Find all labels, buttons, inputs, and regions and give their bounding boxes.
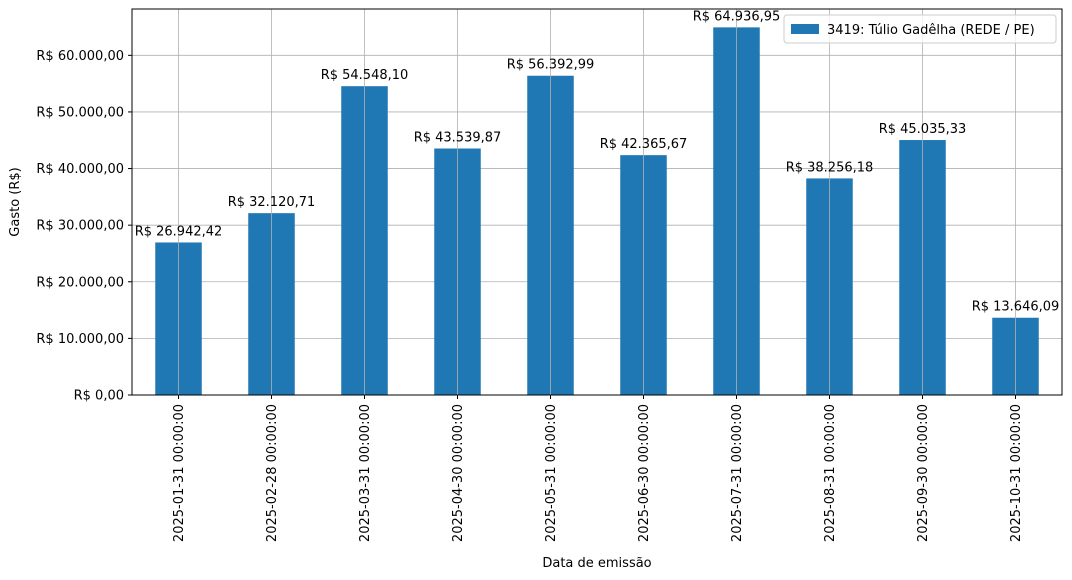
x-tick-label: 2025-03-31 00:00:00 <box>358 404 373 542</box>
x-tick-label: 2025-07-31 00:00:00 <box>730 404 745 542</box>
x-axis-title: Data de emissão <box>542 556 651 571</box>
data-label: R$ 26.942,42 <box>135 224 223 239</box>
data-label: R$ 45.035,33 <box>879 122 967 137</box>
data-label: R$ 64.936,95 <box>693 9 781 24</box>
x-axis: 2025-01-31 00:00:00 2025-02-28 00:00:00 20… <box>172 395 1024 542</box>
y-axis-title: Gasto (R$) <box>8 167 23 236</box>
data-labels: R$ 26.942,42 R$ 32.120,71 R$ 54.548,10 R$ 4… <box>135 9 1060 395</box>
x-tick-label: 2025-08-31 00:00:00 <box>823 404 838 542</box>
x-tick-label: 2025-09-30 00:00:00 <box>916 404 931 542</box>
data-label: R$ 13.646,09 <box>972 300 1060 315</box>
y-tick-label: R$ 20.000,00 <box>36 275 124 290</box>
x-tick-label: 2025-02-28 00:00:00 <box>265 404 280 542</box>
data-label: R$ 54.548,10 <box>321 68 409 83</box>
data-label: R$ 38.256,18 <box>786 160 874 175</box>
x-tick-label: 2025-04-30 00:00:00 <box>451 404 466 542</box>
y-axis: R$ 0,00 R$ 10.000,00 R$ 20.000,00 R$ 30.000… <box>36 49 132 404</box>
x-tick-label: 2025-10-31 00:00:00 <box>1009 404 1024 542</box>
y-tick-label: R$ 50.000,00 <box>36 105 124 120</box>
legend: 3419: Túlio Gadêlha (REDE / PE) <box>783 14 1057 44</box>
data-label: R$ 32.120,71 <box>228 195 316 210</box>
y-tick-label: R$ 40.000,00 <box>36 162 124 177</box>
x-tick-label: 2025-06-30 00:00:00 <box>637 404 652 542</box>
legend-swatch <box>791 24 819 34</box>
data-label: R$ 43.539,87 <box>414 131 502 146</box>
x-tick-label: 2025-05-31 00:00:00 <box>544 404 559 542</box>
x-tick-label: 2025-01-31 00:00:00 <box>172 404 187 542</box>
data-label: R$ 56.392,99 <box>507 58 595 73</box>
legend-box <box>783 14 1057 44</box>
y-tick-label: R$ 60.000,00 <box>36 49 124 64</box>
plot-area-frame <box>131 8 1063 396</box>
bars <box>155 27 1039 396</box>
y-tick-label: R$ 10.000,00 <box>36 332 124 347</box>
y-tick-label: R$ 0,00 <box>74 389 124 404</box>
y-tick-label: R$ 30.000,00 <box>36 219 124 234</box>
legend-entry: 3419: Túlio Gadêlha (REDE / PE) <box>827 23 1035 38</box>
data-label: R$ 42.365,67 <box>600 137 688 152</box>
